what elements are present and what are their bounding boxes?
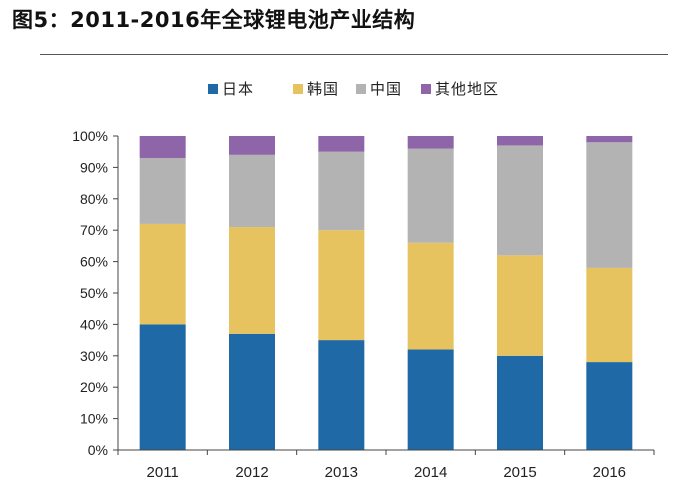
x-tick-label: 2016 xyxy=(593,464,626,481)
legend-swatch-1 xyxy=(293,84,303,94)
bar-2011-series-1 xyxy=(139,223,186,325)
bar-2011-series-0 xyxy=(139,324,186,450)
x-tick-label: 2012 xyxy=(235,464,268,481)
bar-2016-series-1 xyxy=(586,267,633,363)
bar-2014-series-2 xyxy=(407,148,454,243)
bar-2013-series-3 xyxy=(318,136,365,152)
y-tick-label: 70% xyxy=(80,222,108,238)
bar-2014-series-0 xyxy=(407,349,454,450)
x-tick-label: 2014 xyxy=(414,464,447,481)
y-tick-label: 0% xyxy=(88,442,108,458)
y-tick-label: 50% xyxy=(80,285,108,301)
bar-2015-series-0 xyxy=(497,355,543,450)
y-tick-label: 10% xyxy=(80,411,108,427)
bar-2013-series-2 xyxy=(318,151,365,231)
bars xyxy=(139,136,633,450)
legend: 日本 韩国 中国 其他地区 xyxy=(208,80,499,98)
y-tick-label: 100% xyxy=(72,128,108,144)
bar-2016-series-2 xyxy=(586,142,633,268)
bar-2011-series-2 xyxy=(139,157,186,224)
legend-label-1: 韩国 xyxy=(307,80,339,98)
title-divider xyxy=(40,54,668,55)
bar-2011-series-3 xyxy=(139,136,186,158)
bar-2012-series-3 xyxy=(229,136,275,155)
x-tick-label: 2015 xyxy=(503,464,536,481)
y-tick-label: 90% xyxy=(80,159,108,175)
y-tick-label: 30% xyxy=(80,348,108,364)
legend-label-2: 中国 xyxy=(370,80,402,98)
bar-2013-series-1 xyxy=(318,230,365,341)
bar-2013-series-0 xyxy=(318,340,365,450)
legend-label-3: 其他地区 xyxy=(435,80,499,98)
legend-swatch-3 xyxy=(421,84,431,94)
x-tick-label: 2013 xyxy=(325,464,358,481)
bar-2012-series-1 xyxy=(229,227,275,334)
bar-2014-series-1 xyxy=(407,242,454,350)
axes: 2011 2012 2013 2014 2015 2016 0% 10% 20% 30% 40% 50… xyxy=(72,128,655,481)
y-tick-label: 60% xyxy=(80,254,108,270)
x-tick-label: 2011 xyxy=(147,464,179,481)
chart-title: 图5：2011-2016年全球锂电池产业结构 xyxy=(12,8,416,32)
bar-2015-series-1 xyxy=(497,255,543,356)
y-tick-label: 80% xyxy=(80,191,108,207)
bar-2012-series-2 xyxy=(229,154,275,228)
bar-2016-series-3 xyxy=(586,136,633,143)
y-tick-label: 20% xyxy=(80,379,108,395)
legend-swatch-2 xyxy=(356,84,366,94)
bar-2015-series-2 xyxy=(497,145,543,256)
bar-2016-series-0 xyxy=(586,362,633,450)
y-tick-label: 40% xyxy=(80,316,108,332)
legend-label-0: 日本 xyxy=(222,80,254,98)
bar-2012-series-0 xyxy=(229,333,275,450)
bar-2015-series-3 xyxy=(497,136,543,146)
bar-2014-series-3 xyxy=(407,136,454,149)
legend-swatch-0 xyxy=(208,84,218,94)
